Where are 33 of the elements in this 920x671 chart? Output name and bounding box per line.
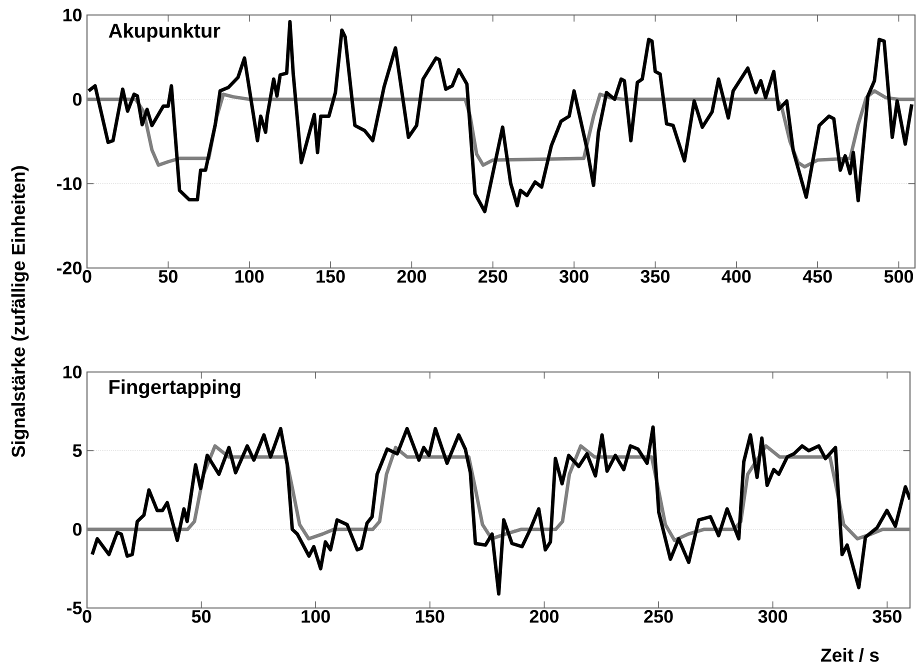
x-axis-title: Zeit / s <box>821 648 879 662</box>
x-tick-label: 350 <box>640 270 670 283</box>
y-tick-label: -5 <box>66 602 82 614</box>
x-tick-label: 50 <box>158 270 178 283</box>
x-tick-label: 250 <box>644 610 673 623</box>
x-tick-label: 350 <box>872 610 902 623</box>
chart-title: Fingertapping <box>110 379 240 398</box>
y-tick-label: 10 <box>63 366 82 378</box>
x-tick-label: 300 <box>559 270 588 283</box>
x-tick-label: 200 <box>397 270 426 283</box>
x-tick-label: 500 <box>884 270 914 283</box>
x-tick-label: 150 <box>416 610 444 623</box>
y-tick-label: 5 <box>72 444 82 457</box>
x-tick-label: 450 <box>802 270 832 283</box>
x-tick-label: 0 <box>82 270 92 283</box>
x-tick-label: 100 <box>302 610 330 623</box>
x-tick-label: 300 <box>758 610 788 623</box>
x-tick-label: 100 <box>235 270 264 283</box>
y-tick-label: 10 <box>63 8 82 22</box>
x-tick-label: 0 <box>82 610 92 623</box>
y-tick-label: 0 <box>72 92 82 106</box>
y-axis-title: Signalstärke (zufällige Einheiten) <box>11 166 29 458</box>
y-tick-label: -20 <box>56 262 82 274</box>
x-tick-label: 50 <box>192 610 211 623</box>
x-tick-label: 200 <box>530 610 559 623</box>
line-series <box>90 425 910 596</box>
x-tick-label: 150 <box>316 270 345 283</box>
chart-title: Akupunktur <box>108 23 220 42</box>
y-tick-label: 0 <box>72 522 82 536</box>
x-tick-label: 250 <box>478 270 508 283</box>
y-tick-label: -10 <box>56 177 82 190</box>
x-tick-label: 400 <box>722 270 751 283</box>
line-series <box>87 20 914 214</box>
